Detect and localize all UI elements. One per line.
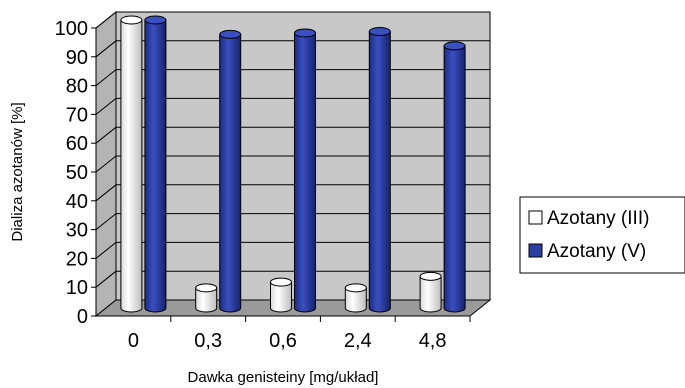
y-tick-label: 20 <box>66 248 88 270</box>
gridline-side <box>95 126 117 144</box>
bar-azotany-v <box>219 29 242 313</box>
x-axis-title: Dawka genisteiny [mg/układ] <box>188 369 379 386</box>
bar-azotany-iii <box>270 277 292 313</box>
gridline-side <box>95 11 117 29</box>
x-axis-ticks: 0 0,3 0,6 2,4 4,8 <box>128 316 471 352</box>
bar-top <box>443 41 466 51</box>
bar-body <box>144 19 167 313</box>
bar-body <box>344 287 367 313</box>
x-tick-label: 0,6 <box>269 330 297 352</box>
gridline-side <box>95 69 117 86</box>
legend-label-azotany-iii: Azotany (III) <box>547 208 649 229</box>
bar-top <box>294 28 316 38</box>
bar-azotany-v <box>443 41 466 313</box>
bar-body <box>120 19 143 313</box>
bar-top <box>219 29 242 39</box>
bar-azotany-v <box>368 27 391 313</box>
gridline-side <box>95 213 117 230</box>
bar-top <box>195 283 218 293</box>
legend-swatch-azotany-iii <box>528 210 543 225</box>
y-tick-label: 90 <box>66 47 88 69</box>
y-tick-label: 70 <box>66 104 88 126</box>
y-tick-label: 40 <box>66 191 88 213</box>
bar-azotany-v <box>294 28 316 313</box>
bar-body <box>270 281 292 313</box>
legend-box <box>519 196 685 274</box>
bar-top <box>144 15 167 25</box>
gridline-side <box>95 155 117 173</box>
y-tick-label: 10 <box>66 277 88 299</box>
bars <box>120 15 466 313</box>
legend-label-azotany-v: Azotany (V) <box>547 241 646 262</box>
x-tick-label: 4,8 <box>419 330 447 352</box>
x-tick-label: 0 <box>128 330 139 352</box>
y-tick-label: 30 <box>66 220 88 242</box>
bar-azotany-iii <box>344 283 367 313</box>
bar-top <box>344 283 367 293</box>
y-tick-label: 100 <box>55 18 88 40</box>
y-axis-ticks: 0 10 20 30 40 50 60 70 80 90 100 <box>55 18 96 328</box>
x-tick-label: 0,3 <box>194 330 222 352</box>
bar-body <box>219 33 242 313</box>
y-axis-title: Dializa azotanów [%] <box>9 102 26 241</box>
gridline-side <box>95 40 117 58</box>
x-tick-label: 2,4 <box>344 330 372 352</box>
bar-top <box>368 27 391 37</box>
bar-top <box>419 271 442 281</box>
bar-top <box>120 15 143 25</box>
gridline-side <box>95 98 117 115</box>
bar-azotany-v <box>144 15 167 313</box>
bar-azotany-iii <box>120 15 143 313</box>
bar-body <box>368 31 391 313</box>
legend: Azotany (III) Azotany (V) <box>519 196 685 274</box>
gridline-side <box>95 270 117 288</box>
bar-azotany-iii <box>419 271 442 313</box>
legend-swatch-azotany-v <box>528 243 543 258</box>
bar-body <box>443 45 466 313</box>
y-tick-label: 0 <box>77 306 88 328</box>
y-tick-label: 80 <box>66 76 88 98</box>
gridline-side <box>95 242 117 259</box>
bar-body <box>195 287 218 313</box>
y-tick-label: 60 <box>66 133 88 155</box>
y-tick-label: 50 <box>66 162 88 184</box>
bar-top <box>270 277 292 287</box>
bar-azotany-iii <box>195 283 218 313</box>
gridline-side <box>95 184 117 202</box>
bar-body <box>419 275 442 313</box>
bar-body <box>294 32 316 313</box>
